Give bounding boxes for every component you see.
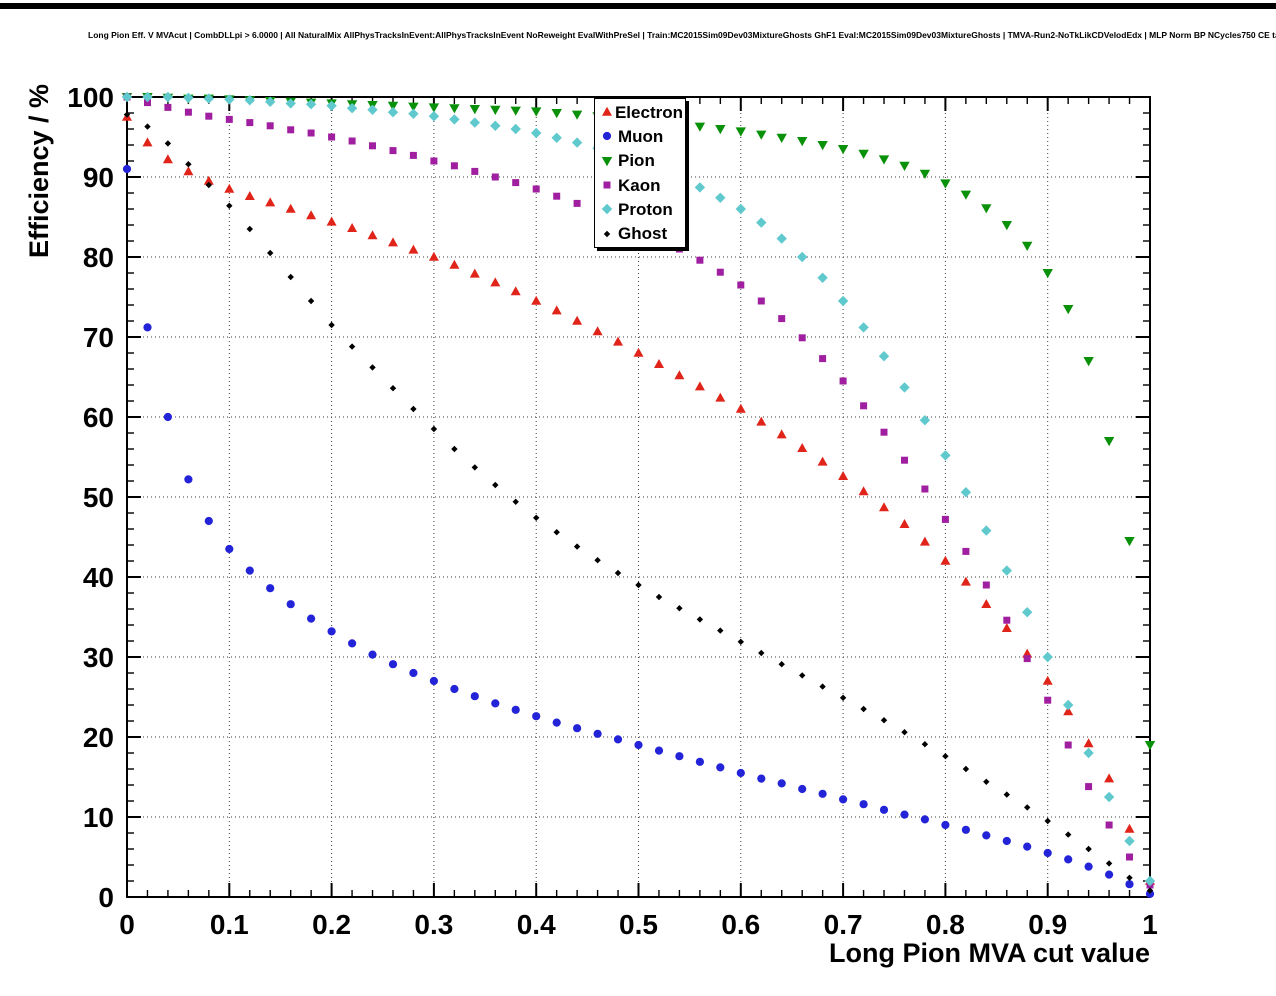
svg-text:0.9: 0.9 <box>1028 909 1067 940</box>
legend-label: Ghost <box>618 224 668 244</box>
svg-text:70: 70 <box>83 322 114 353</box>
svg-text:0.5: 0.5 <box>619 909 658 940</box>
svg-text:10: 10 <box>83 802 114 833</box>
legend-label: Kaon <box>618 175 661 195</box>
legend-marker-diamond-small-icon <box>603 230 611 237</box>
legend-item-kaon: Kaon <box>599 173 683 197</box>
svg-text:0.6: 0.6 <box>721 909 760 940</box>
svg-text:20: 20 <box>83 722 114 753</box>
legend-marker-diamond-icon <box>601 204 613 215</box>
legend: Electron Muon Pion Kaon Proton Ghost <box>594 98 686 248</box>
legend-item-ghost: Ghost <box>599 222 683 246</box>
svg-text:80: 80 <box>83 242 114 273</box>
svg-text:50: 50 <box>83 482 114 513</box>
legend-label: Proton <box>618 199 673 219</box>
legend-label: Electron <box>614 102 683 122</box>
grid-lines <box>127 97 1150 897</box>
series-ghost <box>123 111 1154 894</box>
legend-marker-square-icon <box>603 181 611 189</box>
svg-text:0: 0 <box>119 909 135 940</box>
legend-marker-circle-icon <box>602 132 612 141</box>
legend-item-proton: Proton <box>599 197 683 221</box>
legend-item-pion: Pion <box>599 149 683 173</box>
window-top-border <box>0 3 1276 9</box>
svg-text:1: 1 <box>1142 909 1158 940</box>
series-muon <box>122 164 1155 898</box>
svg-text:0.2: 0.2 <box>312 909 351 940</box>
tick-labels: 0 0.1 0.2 0.3 0.4 0.5 0.6 0.7 0.8 0.9 101020304050… <box>67 82 1158 940</box>
svg-text:60: 60 <box>83 402 114 433</box>
plot-frame <box>126 96 1151 898</box>
svg-text:30: 30 <box>83 642 114 673</box>
y-axis-title: Efficiency / % <box>24 83 54 258</box>
svg-text:0.4: 0.4 <box>517 909 556 940</box>
svg-text:0: 0 <box>98 882 114 913</box>
svg-text:40: 40 <box>83 562 114 593</box>
svg-text:0.7: 0.7 <box>824 909 863 940</box>
svg-text:90: 90 <box>83 162 114 193</box>
svg-text:0.3: 0.3 <box>414 909 453 940</box>
svg-text:0.1: 0.1 <box>210 909 249 940</box>
legend-label: Muon <box>618 126 664 146</box>
x-axis-title: Long Pion MVA cut value <box>828 938 1150 968</box>
legend-marker-triangle-up-icon <box>602 106 612 116</box>
legend-marker-triangle-down-icon <box>601 156 613 167</box>
svg-text:100: 100 <box>67 82 114 113</box>
plot-title: Long Pion Eff. V MVAcut | CombDLLpi > 6.… <box>88 30 1276 40</box>
svg-text:0.8: 0.8 <box>926 909 965 940</box>
series-electron <box>122 111 1155 885</box>
legend-item-muon: Muon <box>599 124 683 148</box>
legend-label: Pion <box>618 151 655 171</box>
legend-item-electron: Electron <box>599 100 683 124</box>
